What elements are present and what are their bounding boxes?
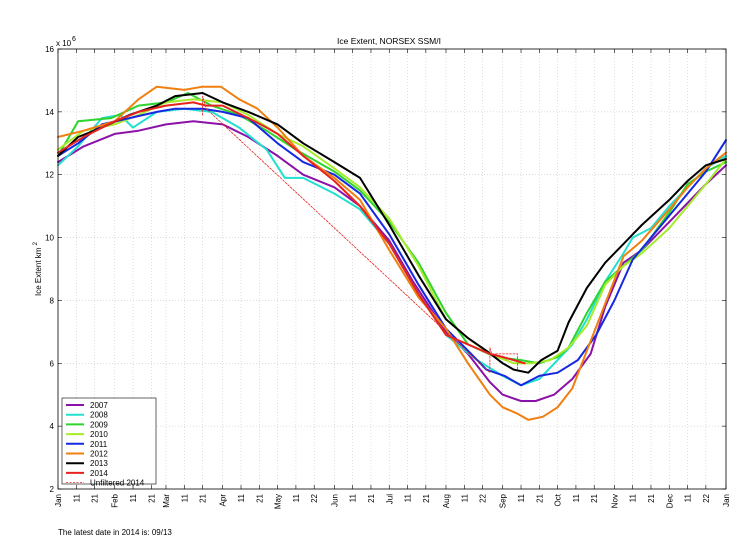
y-exponent: 6 <box>72 36 76 43</box>
y-tick-label: 2 <box>50 485 55 494</box>
x-tick-label: 21 <box>535 493 544 502</box>
legend-label-2013: 2013 <box>90 459 108 468</box>
legend-label-2008: 2008 <box>90 411 108 420</box>
x-tick-label: 22 <box>310 493 319 502</box>
x-tick-label: May <box>274 494 283 509</box>
chart-title: Ice Extent, NORSEX SSM/I <box>337 36 441 46</box>
x-tick-label: Oct <box>554 493 563 506</box>
x-tick-label: 11 <box>572 493 581 502</box>
x-tick-label: Dec <box>665 494 674 508</box>
x-tick-label: Sep <box>499 493 508 508</box>
x-tick-label: Mar <box>162 494 171 508</box>
legend-label-2012: 2012 <box>90 450 108 459</box>
legend-label-unfiltered-2014: Unfiltered 2014 <box>90 479 145 488</box>
y-tick-label: 4 <box>50 422 55 431</box>
y-tick-label: 6 <box>50 359 55 368</box>
legend-label-2007: 2007 <box>90 401 108 410</box>
series-line-unfiltered-2014 <box>202 95 518 374</box>
y-axis-label-superscript: 2 <box>33 241 39 245</box>
x-tick-label: 11 <box>629 493 638 502</box>
x-tick-label: 21 <box>199 493 208 502</box>
series-line-2013 <box>57 92 727 374</box>
legend-box <box>61 397 157 485</box>
x-tick-label: Jan <box>54 494 63 507</box>
x-tick-label: 11 <box>349 493 358 502</box>
x-tick-label: Apr <box>219 494 228 507</box>
x-tick-label: 21 <box>367 493 376 502</box>
legend-label-2011: 2011 <box>90 440 108 449</box>
x-tick-label: 22 <box>479 493 488 502</box>
x-tick-label: 21 <box>647 493 656 502</box>
x-tick-label: 22 <box>702 493 711 502</box>
series-line-2012 <box>57 85 727 421</box>
legend-label-2014: 2014 <box>90 469 108 478</box>
y-tick-label: 16 <box>45 45 54 54</box>
x-tick-label: 11 <box>129 493 138 502</box>
y-tick-label: 8 <box>50 296 55 305</box>
y-axis-label: Ice Extent km 2 <box>33 241 43 296</box>
x-tick-label: 11 <box>180 493 189 502</box>
gridlines <box>58 49 726 489</box>
x-tick-label: 11 <box>684 493 693 502</box>
x-tick-label: Feb <box>111 493 120 507</box>
series-lines <box>57 85 727 421</box>
x-tick-label: 21 <box>91 493 100 502</box>
x-tick-label: 11 <box>72 493 81 502</box>
x-axis-ticks: Jan 11 21 Feb 11 21 Mar 11 21 Apr 11 21 May 11 22 Jun 11… <box>54 49 731 509</box>
x-tick-label: 11 <box>237 493 246 502</box>
y-axis-label-text: Ice Extent km <box>34 247 43 296</box>
x-tick-label: 21 <box>255 493 264 502</box>
latest-date-footer: The latest date in 2014 is: 09/13 <box>58 528 172 537</box>
y-tick-label: 14 <box>45 108 54 117</box>
legend: 20072008200920102011201220132014Unfilter… <box>61 397 157 488</box>
y-tick-label: 12 <box>45 171 54 180</box>
x-tick-label: 11 <box>404 493 413 502</box>
y-exponent-base: x 10 <box>56 39 72 48</box>
x-tick-label: 11 <box>517 493 526 502</box>
x-tick-label: Aug <box>442 494 451 508</box>
svg-text:Ice Extent km 2: Ice Extent km 2 <box>33 241 43 296</box>
series-line-2014 <box>57 101 526 365</box>
x-tick-label: 11 <box>460 493 469 502</box>
x-tick-label: 11 <box>292 493 301 502</box>
plot-frame <box>57 48 727 490</box>
x-tick-label: 21 <box>147 493 156 502</box>
x-tick-label: Jun <box>330 494 339 507</box>
x-tick-label: Jul <box>385 494 394 504</box>
y-tick-label: 10 <box>45 234 54 243</box>
x-tick-label: Nov <box>610 494 619 508</box>
x-tick-label: 21 <box>422 493 431 502</box>
legend-label-2010: 2010 <box>90 430 108 439</box>
x-tick-label: 21 <box>590 493 599 502</box>
y-axis-ticks: 2 4 6 8 10 12 14 16 <box>45 45 726 494</box>
x-tick-label: Jan <box>722 494 731 507</box>
legend-label-2009: 2009 <box>90 420 108 429</box>
